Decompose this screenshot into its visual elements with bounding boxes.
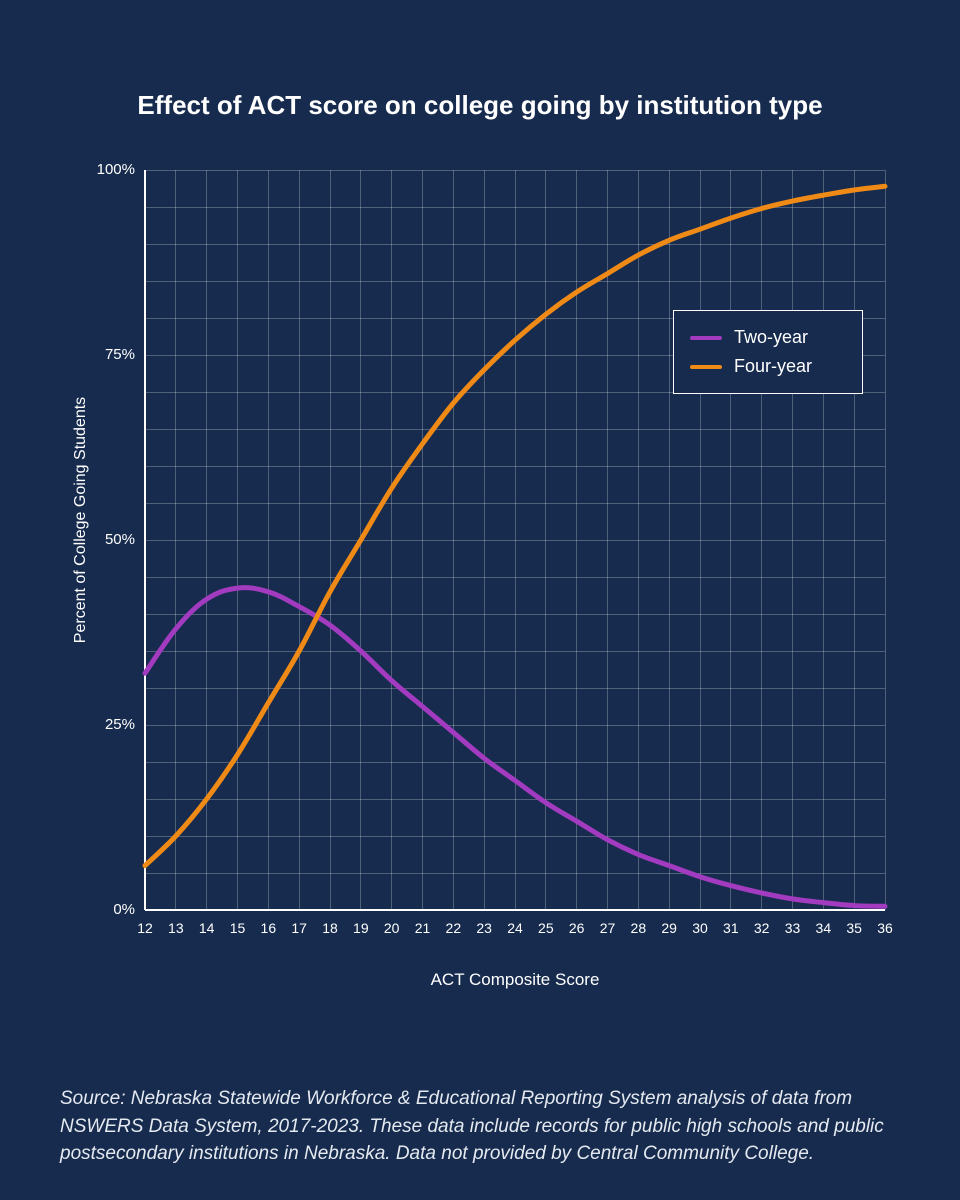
legend: Two-year Four-year <box>673 310 863 394</box>
chart-container: Effect of ACT score on college going by … <box>0 0 960 1200</box>
x-tick-label: 31 <box>716 920 746 936</box>
x-tick-label: 36 <box>870 920 900 936</box>
x-tick-label: 18 <box>315 920 345 936</box>
legend-swatch <box>690 365 722 369</box>
x-tick-label: 13 <box>161 920 191 936</box>
y-tick-label: 75% <box>105 346 135 363</box>
x-tick-label: 25 <box>531 920 561 936</box>
plot-area <box>145 170 885 910</box>
series-svg <box>145 170 885 910</box>
legend-swatch <box>690 336 722 340</box>
series-line <box>145 186 885 865</box>
x-tick-label: 34 <box>808 920 838 936</box>
x-tick-label: 32 <box>747 920 777 936</box>
y-tick-label: 100% <box>97 161 135 178</box>
y-tick-label: 50% <box>105 531 135 548</box>
x-tick-label: 35 <box>839 920 869 936</box>
x-tick-label: 17 <box>284 920 314 936</box>
x-tick-label: 16 <box>253 920 283 936</box>
x-tick-label: 30 <box>685 920 715 936</box>
x-tick-label: 20 <box>377 920 407 936</box>
x-tick-label: 15 <box>223 920 253 936</box>
x-tick-label: 24 <box>500 920 530 936</box>
y-axis-title: Percent of College Going Students <box>72 310 90 730</box>
legend-item: Four-year <box>690 352 846 381</box>
x-tick-label: 23 <box>469 920 499 936</box>
series-line <box>145 588 885 907</box>
legend-label: Two-year <box>734 327 808 348</box>
y-tick-label: 0% <box>113 901 135 918</box>
x-tick-label: 29 <box>654 920 684 936</box>
x-axis-title: ACT Composite Score <box>145 970 885 990</box>
x-tick-label: 12 <box>130 920 160 936</box>
legend-label: Four-year <box>734 356 812 377</box>
chart-title: Effect of ACT score on college going by … <box>0 90 960 121</box>
x-tick-label: 19 <box>346 920 376 936</box>
y-tick-label: 25% <box>105 716 135 733</box>
x-tick-label: 21 <box>408 920 438 936</box>
x-tick-label: 26 <box>562 920 592 936</box>
x-tick-label: 28 <box>623 920 653 936</box>
x-tick-label: 27 <box>593 920 623 936</box>
legend-item: Two-year <box>690 323 846 352</box>
x-tick-label: 22 <box>438 920 468 936</box>
x-tick-label: 14 <box>192 920 222 936</box>
source-note: Source: Nebraska Statewide Workforce & E… <box>60 1085 900 1168</box>
x-tick-label: 33 <box>778 920 808 936</box>
